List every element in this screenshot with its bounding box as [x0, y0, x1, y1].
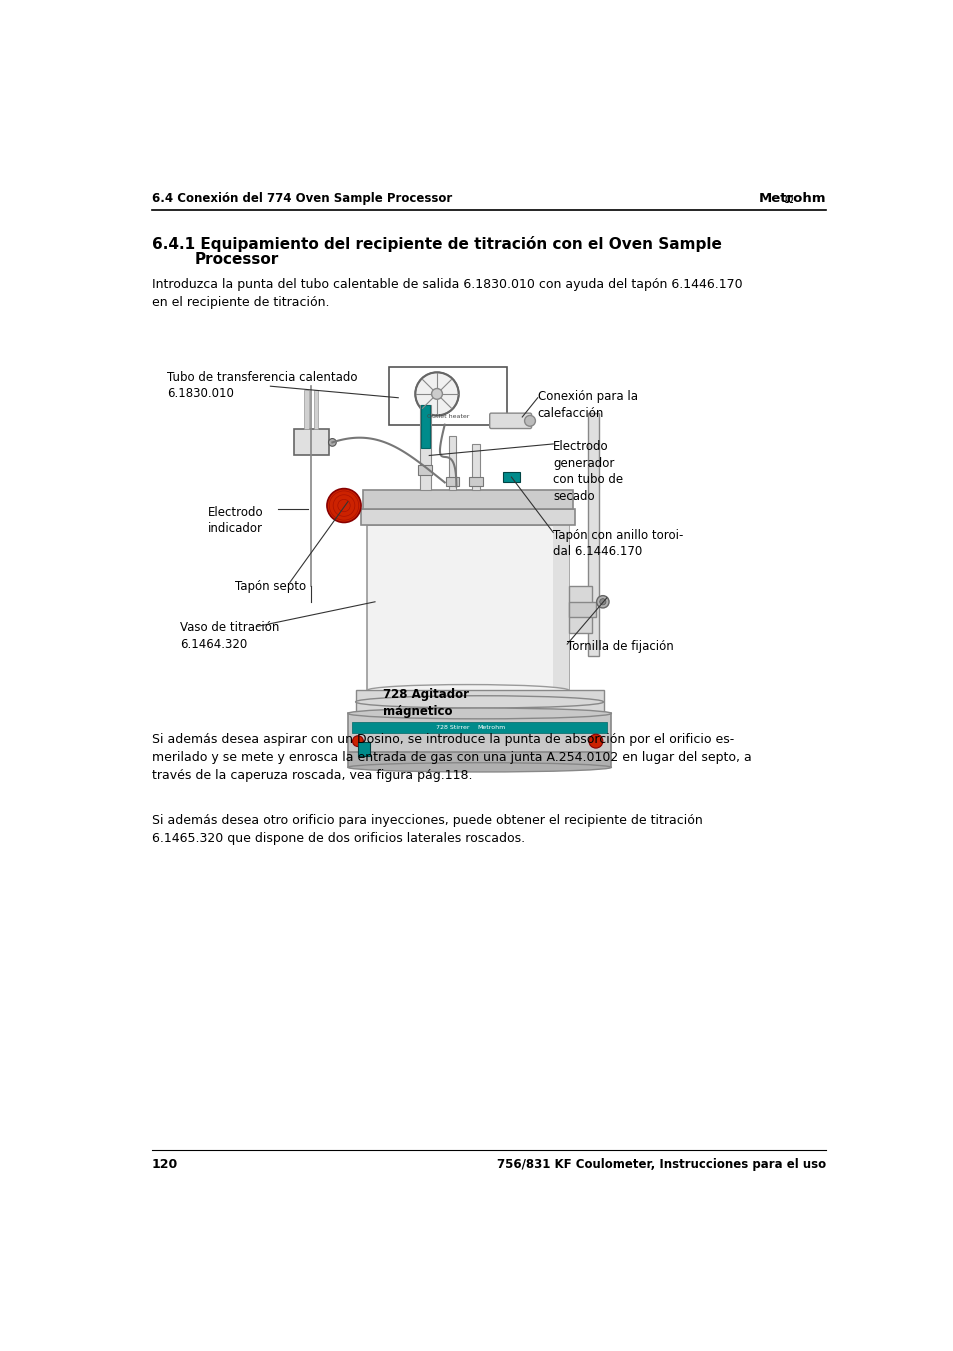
Bar [553, 524, 568, 694]
Bar [348, 753, 611, 767]
Bar [363, 490, 572, 509]
Bar [367, 524, 568, 694]
Text: Outlet heater: Outlet heater [426, 413, 469, 419]
Bar [468, 477, 482, 486]
Text: 6.4.1 Equipamiento del recipiente de titración con el Oven Sample: 6.4.1 Equipamiento del recipiente de tit… [152, 236, 720, 253]
Bar [389, 367, 506, 424]
Ellipse shape [348, 763, 611, 771]
Text: Ω: Ω [784, 196, 793, 205]
Circle shape [328, 439, 335, 446]
Text: Electrodo
indicador: Electrodo indicador [208, 505, 264, 535]
Bar [568, 601, 596, 617]
Text: 6.4 Conexión del 774 Oven Sample Processor: 6.4 Conexión del 774 Oven Sample Process… [152, 192, 452, 205]
Text: Metrohm: Metrohm [758, 192, 825, 205]
Text: Vaso de titración
6.1464.320: Vaso de titración 6.1464.320 [179, 621, 279, 651]
Circle shape [588, 734, 602, 748]
Text: Conexión para la
calefacción: Conexión para la calefacción [537, 390, 638, 420]
Circle shape [599, 598, 605, 605]
Text: Electrodo
generador
con tubo de
secado: Electrodo generador con tubo de secado [553, 440, 622, 503]
Bar [314, 390, 318, 428]
Ellipse shape [348, 708, 611, 719]
Text: Tornilla de fijación: Tornilla de fijación [567, 640, 673, 654]
Bar [352, 721, 607, 732]
Circle shape [353, 736, 363, 747]
Bar [420, 405, 430, 447]
Bar [294, 428, 328, 455]
Circle shape [415, 373, 458, 416]
FancyBboxPatch shape [489, 413, 531, 428]
Text: Si además desea otro orificio para inyecciones, puede obtener el recipiente de t: Si además desea otro orificio para inyec… [152, 813, 701, 844]
Circle shape [431, 389, 442, 400]
Bar [472, 444, 479, 490]
Text: 728 Agitador
mágnetico: 728 Agitador mágnetico [382, 688, 468, 717]
Circle shape [524, 416, 535, 426]
Bar [419, 405, 431, 490]
Text: Metrohm: Metrohm [476, 724, 505, 730]
Text: 756/831 KF Coulometer, Instrucciones para el uso: 756/831 KF Coulometer, Instrucciones par… [497, 1158, 825, 1171]
Bar [348, 713, 611, 759]
Bar [360, 509, 575, 524]
Ellipse shape [367, 685, 568, 696]
Ellipse shape [355, 696, 603, 708]
Circle shape [596, 596, 608, 608]
Text: Processor: Processor [194, 253, 278, 267]
Text: Tapón con anillo toroi-
dal 6.1446.170: Tapón con anillo toroi- dal 6.1446.170 [553, 528, 683, 558]
Bar [418, 466, 432, 474]
Bar [355, 690, 603, 713]
Text: Introduzca la punta del tubo calentable de salida 6.1830.010 con ayuda del tapón: Introduzca la punta del tubo calentable … [152, 278, 741, 309]
Text: 728 Stirrer: 728 Stirrer [436, 724, 469, 730]
Bar [357, 742, 370, 755]
Text: 120: 120 [152, 1158, 178, 1171]
Bar [568, 586, 592, 632]
Bar [502, 471, 519, 482]
Bar [304, 390, 309, 428]
Bar [587, 413, 598, 655]
Text: Si además desea aspirar con un Dosino, se introduce la punta de absorción por el: Si además desea aspirar con un Dosino, s… [152, 732, 751, 782]
Bar [448, 436, 456, 490]
Text: Tapón septo: Tapón septo [235, 580, 306, 593]
Bar [445, 477, 459, 486]
Circle shape [327, 489, 360, 523]
Text: Tubo de transferencia calentado
6.1830.010: Tubo de transferencia calentado 6.1830.0… [167, 370, 357, 400]
